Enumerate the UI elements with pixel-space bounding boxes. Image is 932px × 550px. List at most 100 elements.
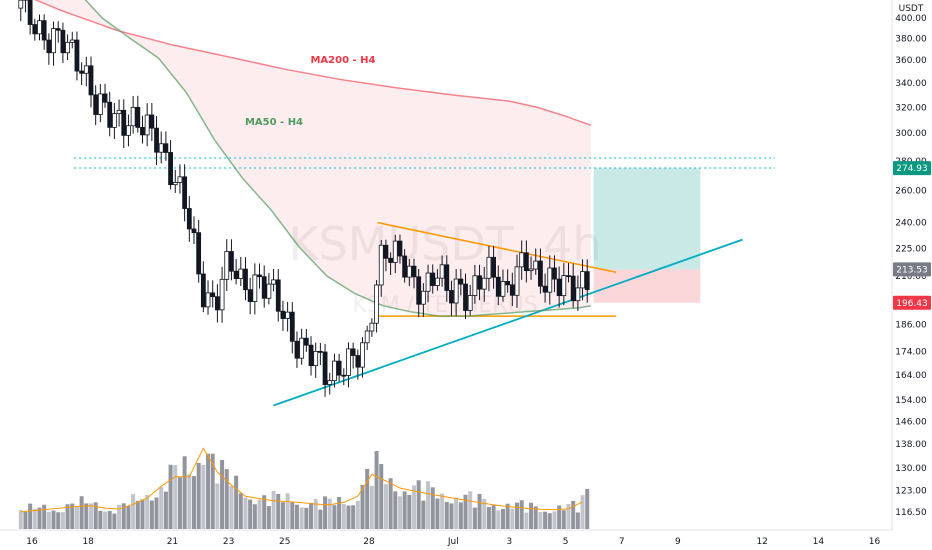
candle-bullish <box>332 360 337 382</box>
volume-bar <box>23 511 28 529</box>
candle-bearish <box>458 278 464 285</box>
volume-bar <box>529 502 534 529</box>
triangle-upper-line <box>377 221 617 273</box>
candle-bullish <box>51 28 56 54</box>
volume-bar <box>421 500 426 529</box>
price-tick-label: 260.00 <box>895 187 927 197</box>
volume-bar <box>257 499 262 529</box>
candle-bearish <box>355 355 361 368</box>
candle-bearish <box>463 283 468 311</box>
volume-bar <box>309 502 314 529</box>
volume-bar <box>519 500 524 529</box>
candle-bearish <box>350 348 356 356</box>
volume-bar <box>220 459 225 529</box>
volume-bar <box>210 453 215 529</box>
volume-bar <box>103 511 108 529</box>
candle-bearish <box>341 374 347 377</box>
volume-bar <box>449 503 454 529</box>
candle-bearish <box>196 232 202 275</box>
candle-bullish <box>238 268 244 279</box>
candle-bearish <box>79 70 85 74</box>
volume-bar <box>430 487 435 529</box>
candle-bearish <box>317 350 323 353</box>
volume-bar <box>88 503 93 529</box>
volume-bar <box>187 474 192 529</box>
volume-bar <box>46 512 51 529</box>
volume-bar <box>393 491 398 529</box>
volume-bar <box>533 506 538 529</box>
volume-bar <box>552 511 557 529</box>
ma50-line <box>84 0 591 317</box>
price-badge-label: 274.93 <box>896 164 928 174</box>
volume-bar <box>271 490 276 529</box>
volume-bar <box>93 502 98 529</box>
candle-bearish <box>477 275 482 290</box>
candle-bearish <box>556 278 562 297</box>
volume-bar <box>412 485 417 529</box>
candle-bearish <box>275 279 281 312</box>
candle-bearish <box>416 276 422 305</box>
candle-bullish <box>252 274 258 302</box>
volume-bar <box>224 469 229 529</box>
volume-bar <box>557 505 562 529</box>
volume-bar <box>107 511 112 529</box>
candle-bullish <box>420 290 426 305</box>
time-tick-label: 3 <box>507 537 513 547</box>
volume-bar <box>477 493 482 529</box>
candle-bullish <box>369 322 375 332</box>
candle-bullish <box>224 251 230 280</box>
volume-bar <box>323 496 328 529</box>
candle-bearish <box>261 276 267 299</box>
volume-bar <box>575 512 580 529</box>
volume-bar <box>290 502 295 529</box>
candle-bullish <box>374 284 379 324</box>
volume-bar <box>70 503 75 529</box>
volume-bar <box>60 512 65 529</box>
volume-bar <box>402 491 407 529</box>
candle-bullish <box>285 311 291 319</box>
candle-bullish <box>425 272 431 292</box>
volume-bar <box>159 486 164 529</box>
candles-layer <box>18 0 590 397</box>
volume-bar <box>215 483 220 529</box>
volume-bar <box>201 464 206 529</box>
volume-bar <box>360 485 365 529</box>
time-tick-label: Jul <box>447 537 459 547</box>
candle-bearish <box>542 285 548 293</box>
candle-bullish <box>172 182 178 186</box>
volume-bar <box>383 484 388 529</box>
volume-bar <box>121 503 126 529</box>
currency-label: USDT <box>899 4 924 14</box>
time-axis-ticks[interactable]: 16 18 21 23 25 28 Jul 3 5 7 9 12 14 16 <box>26 537 880 547</box>
volume-bar <box>98 510 103 529</box>
volume-bar <box>313 498 318 529</box>
volume-bar <box>262 495 267 529</box>
price-tick-label: 138.00 <box>895 440 927 450</box>
volume-bar <box>468 491 473 529</box>
volume-bar <box>149 500 154 529</box>
volume-bar <box>74 506 79 529</box>
candle-bullish <box>111 113 117 128</box>
volume-bar <box>65 504 70 529</box>
volume-bar <box>163 491 168 529</box>
volume-bar <box>238 493 243 529</box>
volume-bar <box>42 504 47 529</box>
candle-bearish <box>495 276 501 297</box>
volume-bar <box>299 507 304 529</box>
volume-bar <box>524 512 529 529</box>
candle-bullish <box>467 295 473 311</box>
candle-bearish <box>210 292 216 298</box>
volume-bar <box>472 507 477 529</box>
candle-bearish <box>182 176 188 209</box>
candle-bullish <box>472 275 478 296</box>
volume-bar <box>538 512 543 529</box>
volume-bar <box>369 485 374 529</box>
volume-bar <box>444 501 449 529</box>
candle-bullish <box>271 279 276 285</box>
volume-bar <box>280 502 285 529</box>
candle-bearish <box>509 284 515 296</box>
candle-bearish <box>229 251 234 272</box>
volume-bar <box>571 500 576 529</box>
candle-bullish <box>547 267 553 293</box>
